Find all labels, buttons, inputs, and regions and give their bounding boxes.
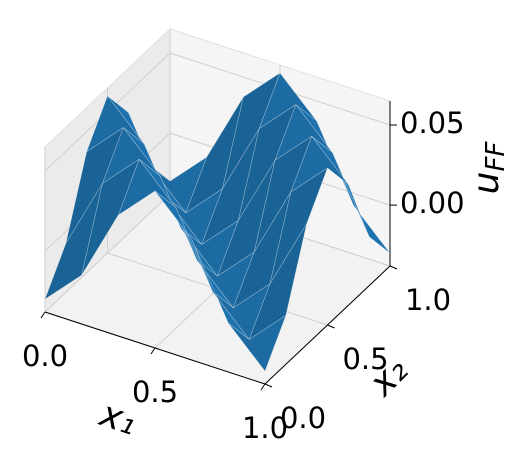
surface (44, 72, 391, 372)
z-label-sub: FF (481, 141, 511, 172)
y-tick-label: 1.0 (405, 283, 451, 317)
tick-mark (40, 311, 46, 319)
x-tick-label: 1.0 (242, 411, 288, 445)
x-tick-label: 0.0 (22, 339, 68, 373)
y-tick-label: 0.5 (342, 342, 388, 376)
z-tick-label: 0.05 (400, 106, 465, 140)
x-tick-label: 0.5 (132, 375, 178, 409)
tick-mark (264, 383, 273, 388)
tick-mark (260, 383, 266, 391)
y-tick-label: 0.0 (280, 401, 326, 435)
tick-mark (150, 347, 156, 355)
surface-patch (228, 315, 287, 372)
tick-mark (327, 324, 335, 329)
tick-mark (389, 265, 398, 270)
z-tick-label: 0.00 (400, 186, 465, 220)
z-axis-label: uFF (466, 141, 511, 195)
axis-line (264, 265, 391, 385)
axis-line (44, 311, 266, 385)
z-label-base: u (466, 172, 507, 195)
surface-patch (248, 223, 307, 340)
